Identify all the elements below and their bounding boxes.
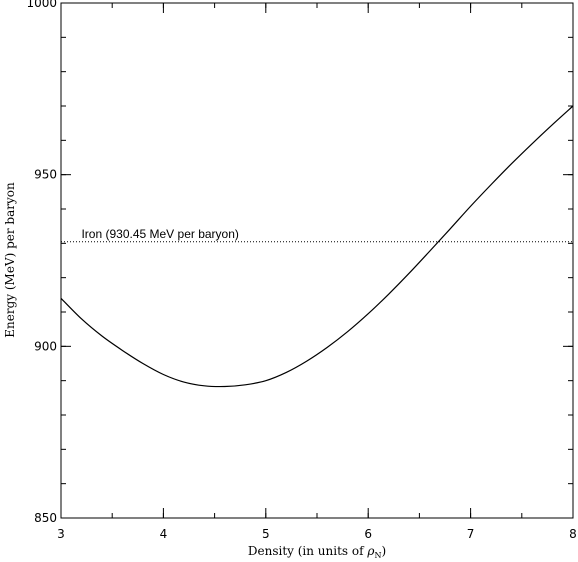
axis-ticks [60, 2, 574, 519]
y-tick-label: 850 [34, 511, 57, 525]
x-axis-title-subscript: N [374, 551, 381, 560]
y-axis-title: Energy (MeV) per baryon [3, 182, 17, 338]
x-tick-label: 3 [57, 527, 65, 541]
y-tick-label: 950 [34, 168, 57, 182]
y-tick-label: 1000 [26, 0, 57, 10]
x-axis-title-text: Density (in units of [248, 544, 368, 558]
y-tick-label: 900 [34, 339, 57, 353]
tick-labels: 3 4 5 6 7 8 850 900 950 1000 [26, 0, 576, 541]
plot-frame [60, 2, 574, 519]
x-tick-label: 4 [160, 527, 168, 541]
x-axis-title: Density (in units of ρN) [248, 544, 386, 560]
x-tick-label: 6 [364, 527, 372, 541]
energy-curve [60, 105, 574, 388]
x-axis-title-symbol: ρ [366, 544, 374, 558]
iron-reference-label: Iron (930.45 MeV per baryon) [81, 227, 238, 241]
x-tick-label: 5 [262, 527, 270, 541]
x-axis-title-suffix: ) [381, 544, 386, 558]
x-tick-label: 8 [569, 527, 577, 541]
x-tick-label: 7 [467, 527, 475, 541]
